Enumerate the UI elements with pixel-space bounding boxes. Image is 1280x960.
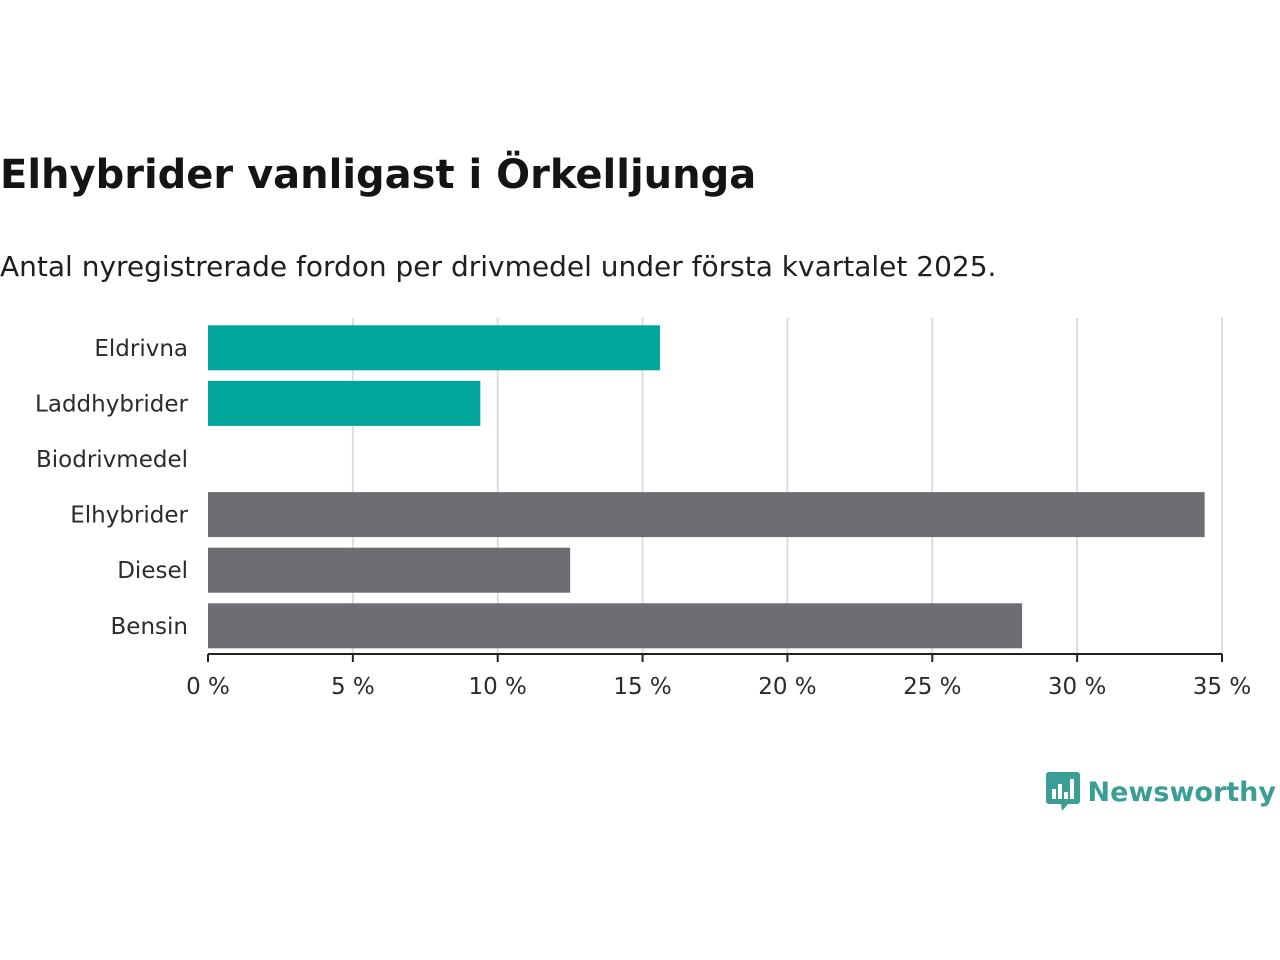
x-tick-label: 15 % xyxy=(613,674,671,700)
x-tick-label: 20 % xyxy=(758,674,816,700)
category-label: Laddhybrider xyxy=(35,391,188,417)
x-tick-label: 30 % xyxy=(1048,674,1106,700)
bar-laddhybrider xyxy=(208,380,481,426)
x-tick-label: 35 % xyxy=(1193,674,1251,700)
bar-chart: Eldrivna Laddhybrider Biodrivmedel Elhybrid… xyxy=(35,318,1251,700)
bar-elhybrider xyxy=(208,492,1205,538)
x-tick-label: 5 % xyxy=(331,674,375,700)
chart-title: Elhybrider vanligast i Örkelljunga xyxy=(0,152,757,198)
bar-chart-speech-bubble-icon xyxy=(1045,772,1080,811)
brand-name: Newsworthy xyxy=(1087,776,1276,808)
grid-lines xyxy=(351,318,1223,654)
category-label: Eldrivna xyxy=(94,336,188,362)
bar-bensin xyxy=(208,603,1023,649)
category-labels: Eldrivna Laddhybrider Biodrivmedel Elhybrid… xyxy=(35,336,188,640)
x-axis-ticks: 0 % 5 % 10 % 15 % 20 % 25 % 30 % 35 % xyxy=(186,654,1251,700)
category-label: Bensin xyxy=(111,614,188,640)
x-tick-label: 25 % xyxy=(903,674,961,700)
category-label: Diesel xyxy=(117,558,188,584)
category-label: Biodrivmedel xyxy=(36,447,188,473)
bar-diesel xyxy=(208,547,571,593)
category-label: Elhybrider xyxy=(70,503,188,529)
x-tick-label: 0 % xyxy=(186,674,230,700)
newsworthy-logo: Newsworthy xyxy=(1045,772,1276,812)
x-tick-label: 10 % xyxy=(468,674,526,700)
bar-eldrivna xyxy=(208,325,660,371)
bars xyxy=(208,325,1205,649)
chart-subtitle: Antal nyregistrerade fordon per drivmede… xyxy=(0,250,997,283)
